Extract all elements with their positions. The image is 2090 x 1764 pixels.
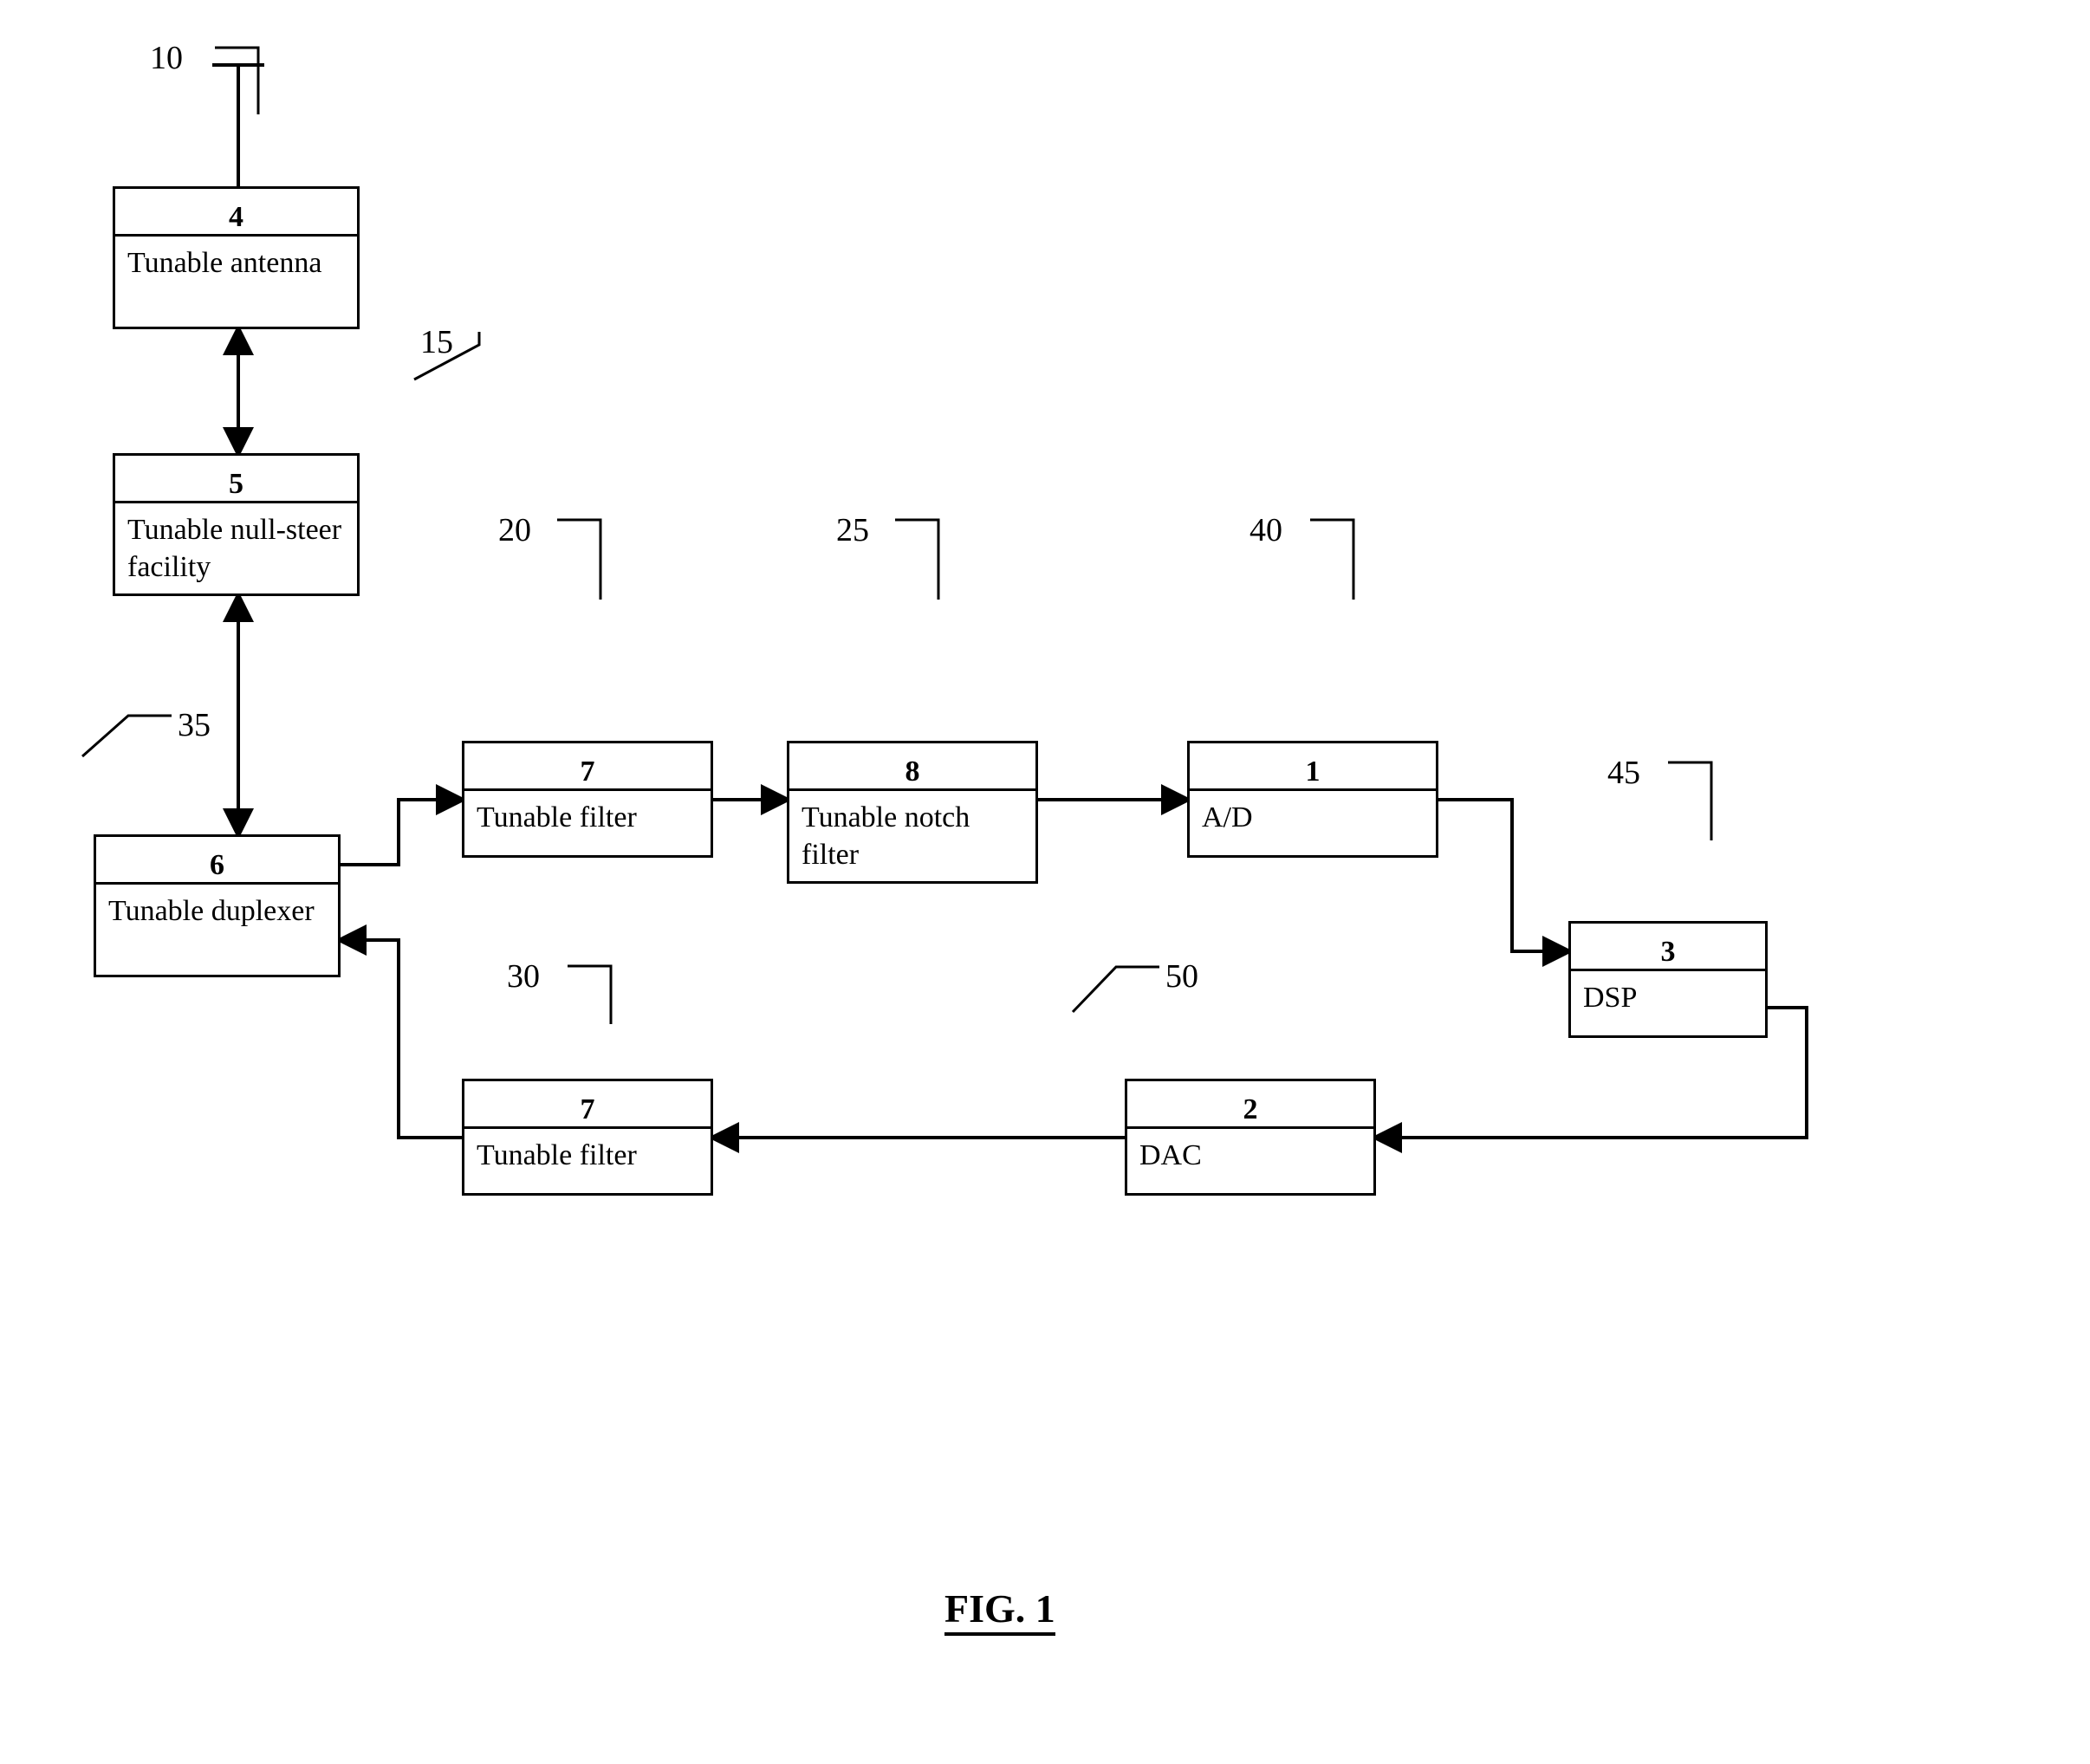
block-label: A/D [1190, 791, 1436, 846]
ref-label: 45 [1607, 754, 1640, 792]
figure-caption: FIG. 1 [944, 1586, 1055, 1631]
block-number: 7 [464, 1081, 711, 1129]
block-number: 2 [1127, 1081, 1373, 1129]
block-label: DSP [1571, 971, 1765, 1026]
block-n8: 8Tunable notch filter [787, 741, 1038, 884]
block-label: Tunable antenna [115, 237, 357, 291]
block-n2: 2DAC [1125, 1079, 1376, 1196]
block-n4: 4Tunable antenna [113, 186, 360, 329]
block-number: 3 [1571, 924, 1765, 971]
block-n6: 6Tunable duplexer [94, 834, 341, 977]
block-number: 8 [789, 743, 1035, 791]
block-number: 6 [96, 837, 338, 885]
ref-label: 20 [498, 511, 531, 549]
block-n5: 5Tunable null-steer facility [113, 453, 360, 596]
block-label: Tunable notch filter [789, 791, 1035, 882]
block-label: Tunable duplexer [96, 885, 338, 939]
ref-label: 35 [178, 706, 211, 744]
ref-label: 50 [1165, 957, 1198, 995]
diagram-canvas: 4Tunable antenna 5Tunable null-steer faci… [0, 0, 2090, 1764]
ref-label: 10 [150, 39, 183, 77]
block-number: 4 [115, 189, 357, 237]
ref-label: 40 [1249, 511, 1282, 549]
figure-caption-text: FIG. 1 [944, 1586, 1055, 1636]
block-label: Tunable null-steer facility [115, 503, 357, 594]
ref-label: 25 [836, 511, 869, 549]
ref-label: 30 [507, 957, 540, 995]
block-number: 7 [464, 743, 711, 791]
block-label: Tunable filter [464, 1129, 711, 1184]
block-n7a: 7Tunable filter [462, 741, 713, 858]
block-number: 5 [115, 456, 357, 503]
block-n7b: 7Tunable filter [462, 1079, 713, 1196]
block-n1: 1A/D [1187, 741, 1438, 858]
block-number: 1 [1190, 743, 1436, 791]
block-label: DAC [1127, 1129, 1373, 1184]
block-n3: 3DSP [1568, 921, 1768, 1038]
ref-label: 15 [420, 323, 453, 361]
block-label: Tunable filter [464, 791, 711, 846]
